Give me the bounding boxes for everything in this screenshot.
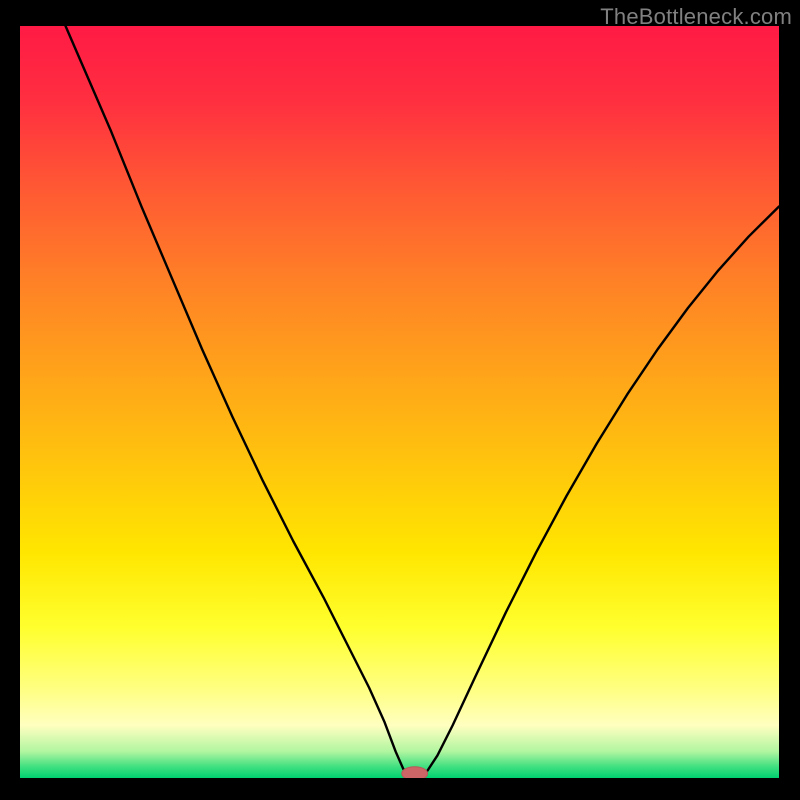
bottleneck-chart-svg (0, 0, 800, 800)
frame-border (0, 778, 800, 800)
gradient-background (20, 26, 779, 778)
watermark-text: TheBottleneck.com (600, 4, 792, 30)
chart-frame: TheBottleneck.com (0, 0, 800, 800)
frame-border (0, 0, 20, 800)
frame-border (779, 0, 800, 800)
